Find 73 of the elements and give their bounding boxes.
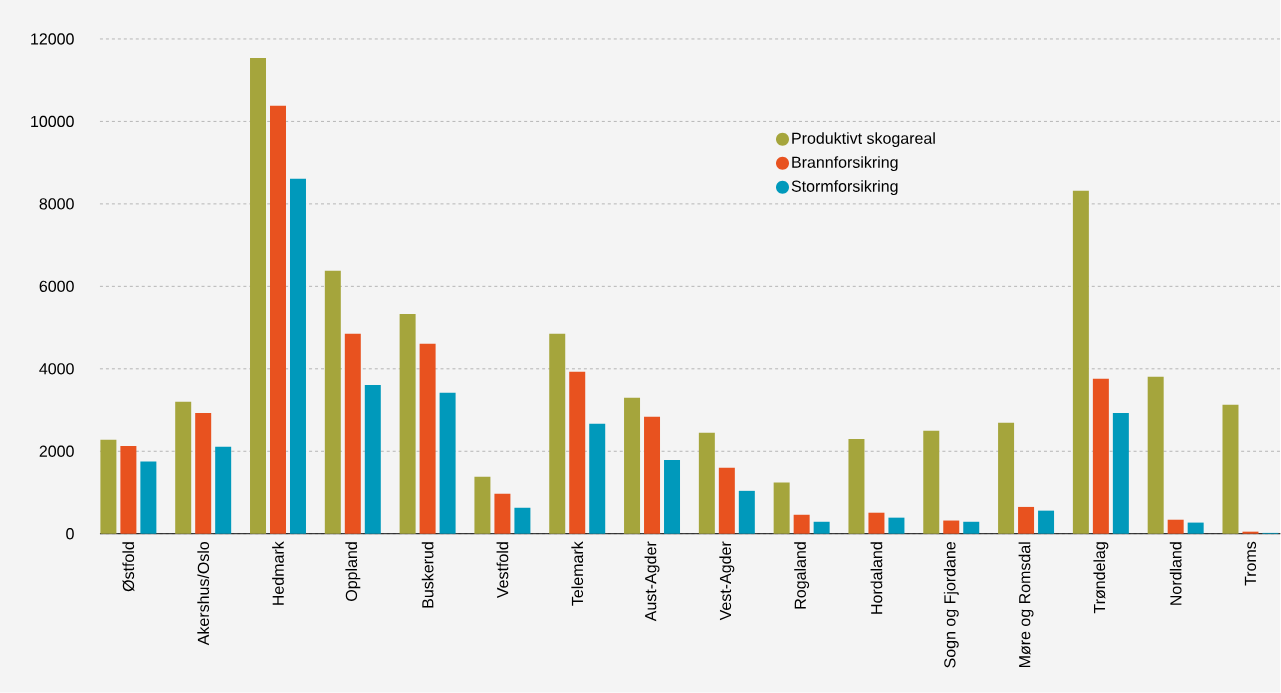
y-tick-label: 6000	[39, 280, 74, 293]
bar	[793, 514, 810, 534]
bar	[1187, 522, 1204, 534]
bar	[399, 314, 416, 534]
bar	[1092, 378, 1109, 534]
bar	[100, 439, 117, 534]
bar	[514, 507, 531, 534]
x-tick-label: Møre og Romsdal	[1018, 542, 1034, 668]
bar	[1112, 413, 1129, 534]
bar	[848, 439, 865, 534]
bar	[120, 446, 137, 534]
x-tick-label: Østfold	[122, 542, 135, 592]
bar	[474, 477, 491, 534]
bar	[1167, 519, 1184, 534]
x-tick-label: Trøndelag	[1093, 542, 1109, 614]
bar	[324, 270, 341, 534]
x-tick-label: Hedmark	[272, 541, 284, 605]
y-tick-label: 2000	[39, 445, 74, 458]
bar	[549, 333, 566, 534]
x-tick-label: Sogn og Fjordane	[943, 542, 959, 668]
x-tick-label: Buskerud	[421, 542, 434, 608]
bar	[644, 416, 661, 534]
bar	[439, 392, 456, 534]
bar	[923, 430, 940, 534]
x-tick-label: Akershus/Oslo	[197, 542, 210, 646]
x-tick-label: Oppland	[345, 542, 361, 602]
bar	[195, 413, 212, 534]
bar	[868, 512, 885, 534]
x-tick-label: Rogaland	[794, 542, 810, 609]
bar	[140, 461, 157, 534]
bar	[664, 460, 681, 534]
x-tick-label: Troms	[1244, 542, 1257, 586]
y-tick-label: 8000	[39, 198, 74, 210]
bar	[270, 105, 286, 534]
legend-label: Brannforsikring	[792, 156, 898, 172]
bar	[943, 520, 960, 534]
y-tick-label: 4000	[39, 363, 74, 375]
bar	[250, 58, 267, 534]
legend-label: Produktivt skogareal	[792, 132, 935, 148]
bar	[215, 446, 232, 534]
bar	[998, 423, 1015, 534]
bar	[494, 493, 511, 534]
bar	[888, 517, 905, 534]
bar	[289, 178, 306, 534]
x-tick-label: Vest-Agder	[719, 541, 735, 621]
x-tick-label: Telemark	[571, 541, 584, 606]
bar	[569, 371, 586, 534]
bar	[773, 482, 790, 534]
bar	[1147, 376, 1164, 534]
y-tick-label: 0	[66, 528, 74, 540]
bar	[738, 491, 755, 534]
bar	[698, 432, 715, 534]
legend-label: Stormforsikring	[791, 180, 898, 196]
x-tick-label: Aust-Agder	[644, 541, 660, 622]
y-tick-label: 12000	[31, 33, 74, 45]
y-tick-label: 10000	[31, 115, 74, 128]
x-tick-label: Vestfold	[496, 542, 509, 599]
x-tick-label: Nordland	[1169, 542, 1182, 606]
bar	[344, 333, 361, 534]
x-tick-label: Hordaland	[870, 542, 883, 614]
bar	[589, 423, 606, 534]
bar	[364, 385, 381, 534]
bar	[813, 521, 830, 534]
bar	[1222, 404, 1239, 534]
bar	[624, 397, 641, 534]
bar	[718, 467, 735, 534]
bar	[175, 401, 192, 534]
bar	[1018, 507, 1035, 534]
bar	[419, 343, 436, 534]
bar	[963, 521, 980, 534]
bar	[1038, 510, 1055, 534]
bar	[1242, 531, 1259, 534]
bar	[1072, 190, 1089, 534]
